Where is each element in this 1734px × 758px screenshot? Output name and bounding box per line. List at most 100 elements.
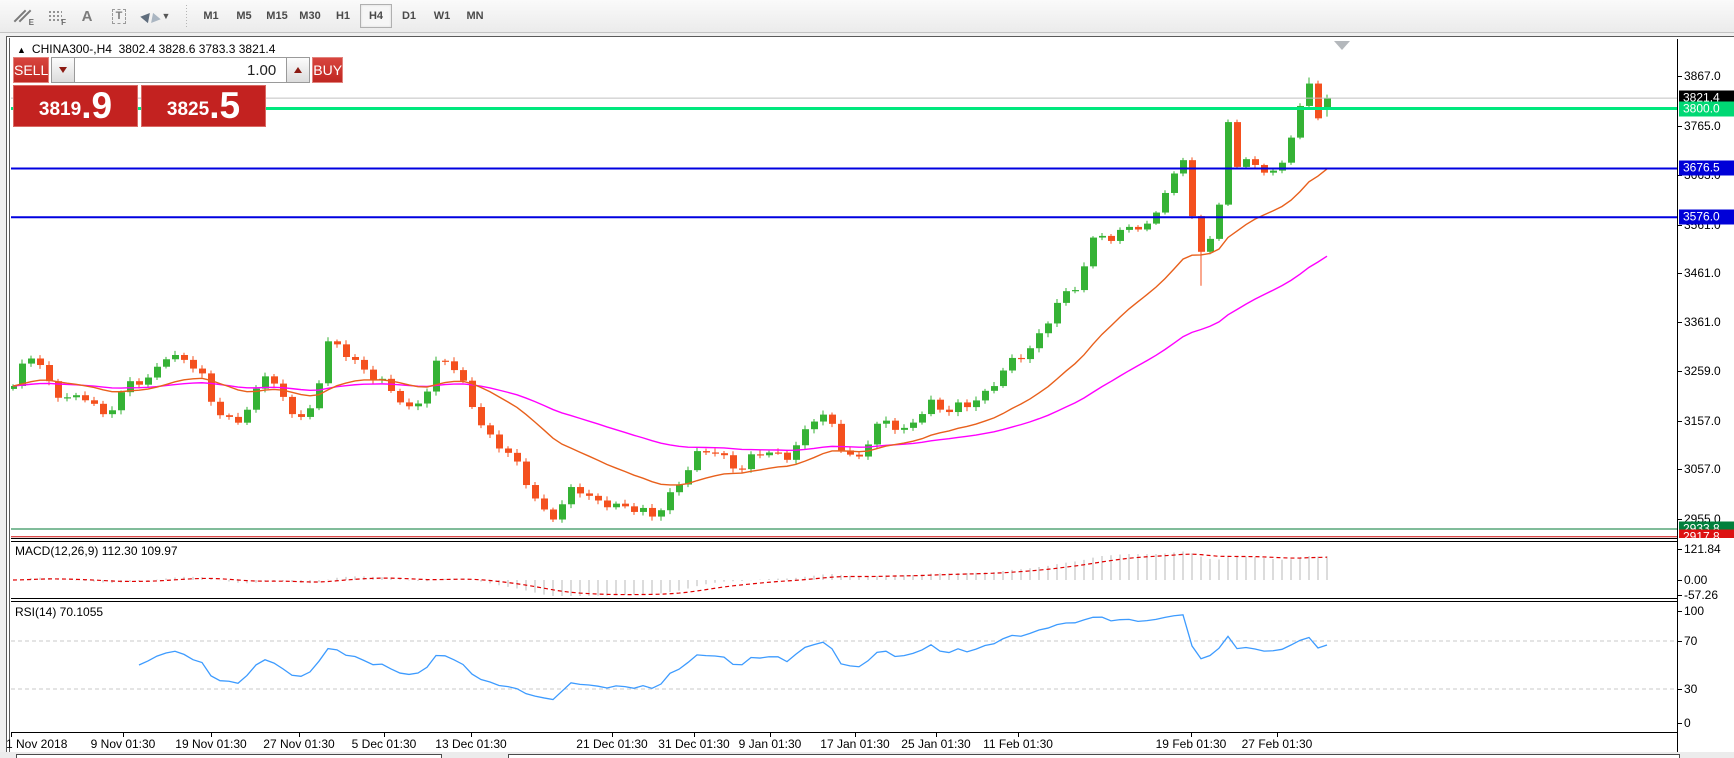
time-tick-label: 27 Feb 01:30 xyxy=(1241,737,1313,751)
time-tick-mark xyxy=(384,733,385,737)
volume-increase-button[interactable] xyxy=(286,57,311,83)
time-tick-mark xyxy=(1018,733,1019,737)
chevron-down-icon: ▼ xyxy=(161,11,171,21)
rsi-tick-label: 30 xyxy=(1684,682,1698,696)
price-tick-mark xyxy=(1678,76,1682,77)
timeframe-d1[interactable]: D1 xyxy=(401,10,417,22)
dot-grid-glyph xyxy=(48,10,62,22)
lower-panel-box xyxy=(508,754,1680,758)
rsi-tick-label: 0 xyxy=(1684,716,1691,730)
fibonacci-icon[interactable]: F xyxy=(40,3,70,29)
price-tick-mark xyxy=(1678,469,1682,471)
price-level-badge: 3676.5 xyxy=(1679,160,1734,176)
time-tick-mark xyxy=(1277,733,1278,737)
lower-panel-edge xyxy=(0,752,1734,758)
time-tick-label: 9 Nov 01:30 xyxy=(90,737,156,751)
macd-tick-label: -57.26 xyxy=(1684,587,1719,602)
time-tick-label: 19 Feb 01:30 xyxy=(1155,737,1227,751)
macd-label: MACD(12,26,9) 112.30 109.97 xyxy=(15,544,178,558)
price-tick-label: 3157.0 xyxy=(1684,413,1721,428)
letter-a-glyph: A xyxy=(81,7,93,25)
rsi-tick-mark xyxy=(1678,641,1682,642)
time-tick-label: 17 Jan 01:30 xyxy=(820,737,890,751)
pane-splitter-rsi-bottom[interactable] xyxy=(11,601,1677,602)
price-tick-label: 3461.0 xyxy=(1684,266,1721,281)
rsi-label: RSI(14) 70.1055 xyxy=(15,605,104,619)
timeframe-mn[interactable]: MN xyxy=(466,10,484,22)
rsi-tick-mark xyxy=(1678,689,1682,690)
chart-window: ▲ CHINA300-,H4 3802.4 3828.6 3783.3 3821.… xyxy=(6,36,1734,758)
price-axis[interactable]: 3867.03765.03663.03561.03461.03361.03259… xyxy=(1677,39,1734,753)
macd-tick-mark xyxy=(1678,549,1682,550)
pane-splitter-macd-bottom[interactable] xyxy=(11,541,1677,542)
buy-price-fraction: .5 xyxy=(209,85,241,126)
price-tick-label: 3259.0 xyxy=(1684,364,1721,379)
letter-t-glyph: T xyxy=(111,8,127,24)
time-tick-mark xyxy=(1191,733,1192,737)
toolbar-drag-handle[interactable] xyxy=(184,5,189,27)
price-level-badge: 2917.8 xyxy=(1679,529,1734,538)
arrows-icon[interactable]: ▼ xyxy=(136,3,176,29)
time-axis[interactable]: 1 Nov 2018 9 Nov 01:30 19 Nov 01:30 27 Nov … xyxy=(6,733,1677,753)
text-label-icon[interactable]: T xyxy=(104,3,134,29)
time-tick-mark xyxy=(855,733,856,737)
time-tick-mark xyxy=(11,733,12,737)
timeframe-w1[interactable]: W1 xyxy=(433,10,451,22)
text-icon[interactable]: A xyxy=(72,3,102,29)
buy-price-main: 3825 xyxy=(166,99,210,120)
time-tick-mark xyxy=(299,733,300,737)
price-tick-mark xyxy=(1678,224,1682,226)
price-tick-label: 3765.0 xyxy=(1684,118,1721,133)
icon-badge: E xyxy=(28,18,34,27)
timeframe-h4[interactable]: H4 xyxy=(360,4,392,28)
time-tick-label: 9 Jan 01:30 xyxy=(738,737,802,751)
price-tick-label: 3361.0 xyxy=(1684,314,1721,329)
pane-splitter-rsi-top[interactable] xyxy=(11,598,1677,599)
time-tick-label: 5 Dec 01:30 xyxy=(351,737,417,751)
sell-button[interactable]: SELL xyxy=(13,57,50,83)
time-tick-label: 27 Nov 01:30 xyxy=(263,737,335,751)
pane-splitter-macd-top[interactable] xyxy=(11,538,1677,539)
timeframe-h1[interactable]: H1 xyxy=(335,10,351,22)
price-tick-label: 3867.0 xyxy=(1684,69,1721,83)
equidistant-channel-icon[interactable]: E xyxy=(8,3,38,29)
rsi-tick-label: 100 xyxy=(1684,604,1705,618)
collapse-arrow-icon[interactable]: ▲ xyxy=(17,45,26,55)
time-tick-mark xyxy=(936,733,937,737)
volume-decrease-button[interactable] xyxy=(51,57,76,83)
price-tick-mark xyxy=(1678,125,1682,127)
sell-price-display[interactable]: 3819.9 xyxy=(13,85,138,127)
one-click-trade-panel: SELL BUY 3819.9 3825.5 xyxy=(13,57,344,127)
timeframe-m15[interactable]: M15 xyxy=(266,10,288,22)
timeframe-m5[interactable]: M5 xyxy=(236,10,252,22)
icon-badge: F xyxy=(61,18,66,27)
time-tick-label: 11 Feb 01:30 xyxy=(983,737,1053,751)
rsi-tick-label: 70 xyxy=(1684,634,1698,648)
time-tick-label: 1 Nov 2018 xyxy=(6,737,68,751)
price-tick-mark xyxy=(1678,273,1682,275)
buy-price-display[interactable]: 3825.5 xyxy=(141,85,266,127)
time-tick-label: 31 Dec 01:30 xyxy=(658,737,730,751)
sell-price-main: 3819 xyxy=(38,99,82,120)
price-tick-mark xyxy=(1678,371,1682,373)
price-level-badge: 3800.0 xyxy=(1679,101,1734,117)
rsi-tick-mark xyxy=(1678,611,1682,612)
price-tick-label: 3057.0 xyxy=(1684,462,1721,477)
price-tick-mark xyxy=(1678,420,1682,422)
time-tick-mark xyxy=(694,733,695,737)
timeframe-m1[interactable]: M1 xyxy=(203,10,219,22)
chart-shift-triangle-icon xyxy=(1334,41,1350,50)
rsi-tick-mark xyxy=(1678,723,1682,724)
price-chart-canvas[interactable] xyxy=(11,39,1677,753)
time-tick-label: 25 Jan 01:30 xyxy=(901,737,971,751)
buy-button[interactable]: BUY xyxy=(312,57,344,83)
toolbar: E F A T ▼ M1 M5 M15 M30 H1 H4 D1 W1 MN xyxy=(0,0,1734,33)
macd-tick-label: 121.84 xyxy=(1684,542,1721,556)
volume-input[interactable] xyxy=(75,57,287,83)
time-tick-mark xyxy=(123,733,124,737)
timeframe-m30[interactable]: M30 xyxy=(299,10,321,22)
price-tick-mark xyxy=(1678,321,1682,323)
symbol-period-label: CHINA300-,H4 xyxy=(31,42,112,56)
